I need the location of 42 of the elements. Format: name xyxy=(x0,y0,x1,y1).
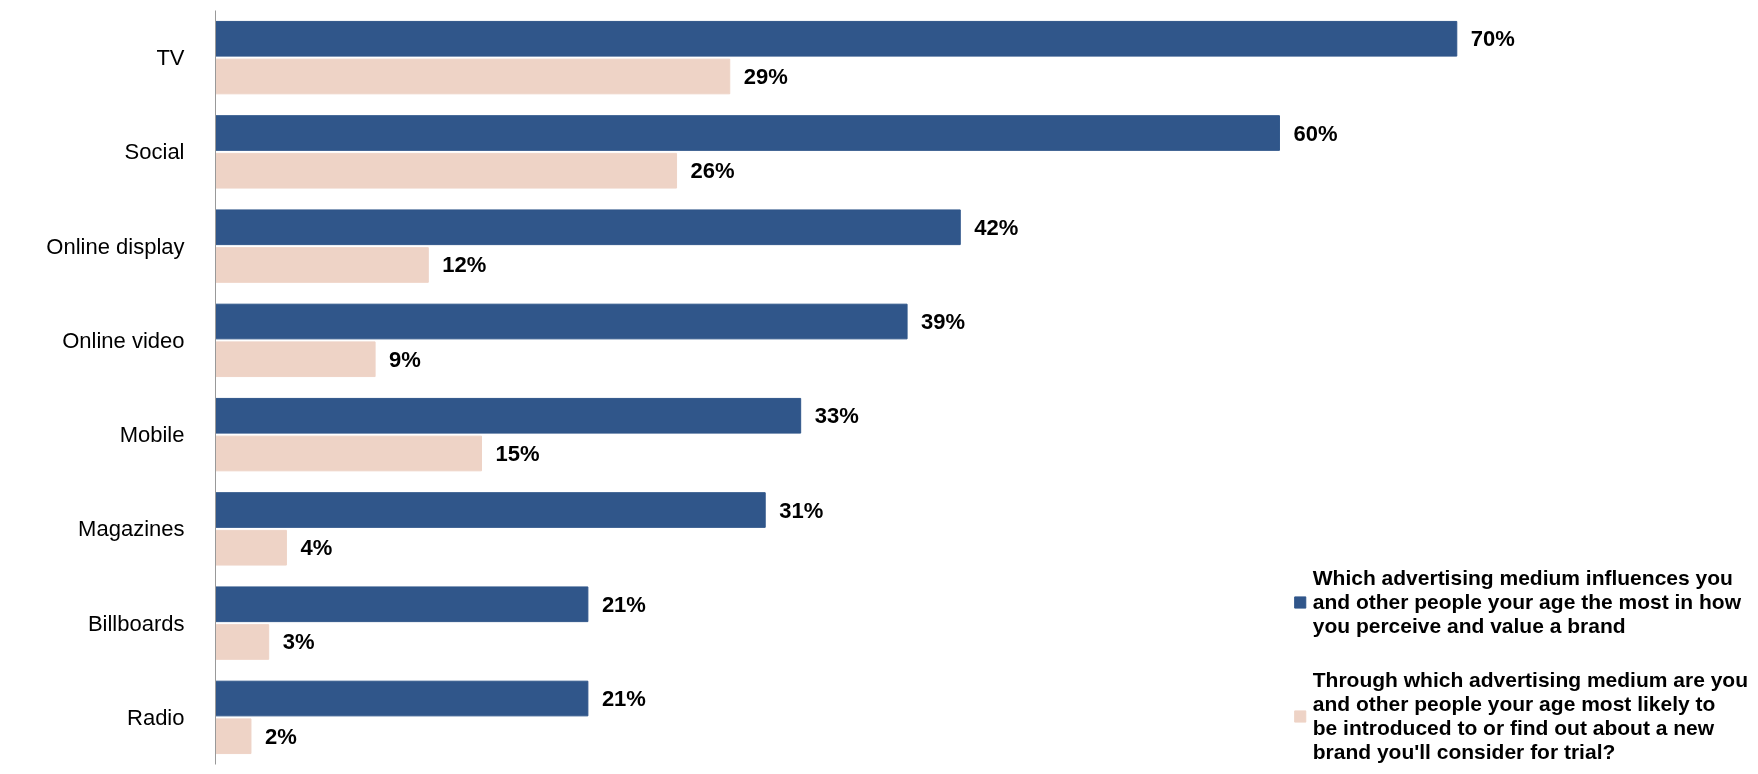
data-label: 29% xyxy=(743,63,788,89)
data-label: 21% xyxy=(601,686,646,712)
bar xyxy=(215,209,961,246)
y-tick-label: Billboards xyxy=(87,610,185,636)
legend-label: Which advertising medium influences you and other people your age the most in how you perceive and value a brand xyxy=(1312,566,1741,638)
bar xyxy=(215,341,376,378)
data-label: 2% xyxy=(264,723,297,749)
bar xyxy=(215,247,429,283)
y-tick-label: Magazines xyxy=(78,516,185,542)
bar xyxy=(215,115,1280,151)
bar xyxy=(215,152,678,189)
y-tick-label: Social xyxy=(124,139,185,165)
y-tick-label: Mobile xyxy=(119,422,185,448)
data-label: 21% xyxy=(601,591,646,617)
y-tick-label: Online video xyxy=(62,327,185,353)
data-label: 12% xyxy=(442,252,487,278)
data-label: 33% xyxy=(814,403,859,429)
data-label: 70% xyxy=(1470,26,1515,52)
bar xyxy=(215,492,766,528)
bar xyxy=(215,718,252,755)
data-label: 4% xyxy=(300,535,333,561)
bar xyxy=(215,58,731,95)
bar xyxy=(215,435,482,472)
bar xyxy=(215,397,802,434)
bar xyxy=(215,586,589,623)
data-label: 9% xyxy=(389,346,421,372)
bar xyxy=(215,303,908,340)
data-label: 15% xyxy=(495,440,540,466)
y-tick-label: Radio xyxy=(127,704,185,730)
bar xyxy=(215,529,287,566)
bar xyxy=(215,20,1458,57)
bar xyxy=(215,624,270,660)
bar xyxy=(215,680,589,717)
data-label: 42% xyxy=(974,214,1019,240)
legend-label: Through which advertising medium are you and other people your age most likely to be introduced to or find out about a new brand you'll consider for trial? xyxy=(1312,668,1748,764)
data-label: 60% xyxy=(1293,120,1338,146)
data-label: 31% xyxy=(779,497,824,523)
data-label: 26% xyxy=(690,158,735,184)
y-tick-label: Online display xyxy=(46,233,185,259)
y-tick-label: TV xyxy=(156,45,185,71)
data-label: 39% xyxy=(921,309,966,335)
data-label: 3% xyxy=(282,629,315,655)
